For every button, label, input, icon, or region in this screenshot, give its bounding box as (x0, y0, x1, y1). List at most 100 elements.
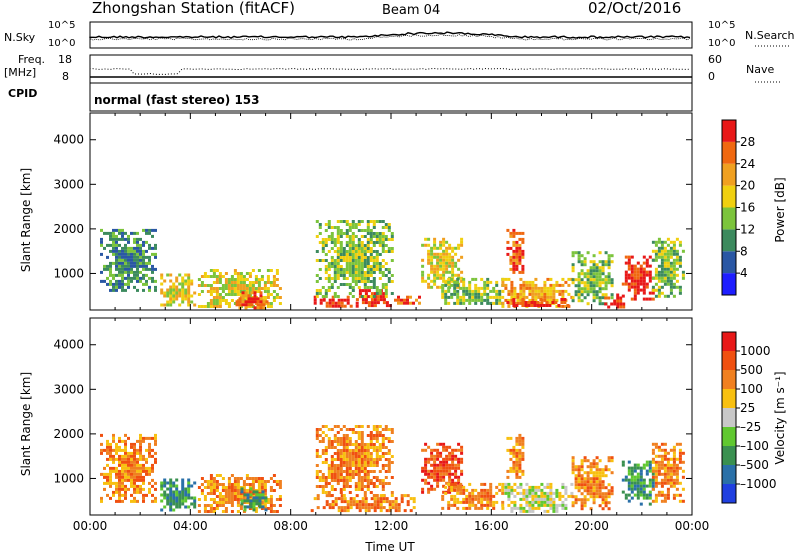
x-tick-label: 08:00 (273, 519, 308, 533)
x-axis-label: Time UT (365, 540, 415, 554)
nave-tick-bottom: 0 (708, 70, 715, 83)
colorbar-segment (722, 332, 736, 351)
power-echo-region (501, 277, 574, 308)
x-tick-label: 00:00 (73, 519, 108, 533)
station-title: Zhongshan Station (fitACF) (92, 0, 296, 17)
velocity-panel: 1000 2000 3000 4000 00:00 04:00 08:00 12:00 16:0… (53, 317, 777, 533)
colorbar-segment (722, 141, 736, 164)
colorbar-tick-label: –1000 (740, 477, 777, 491)
y-tick-label: 2000 (53, 222, 84, 236)
power-echo-region (506, 228, 525, 274)
summary-panels (89, 21, 790, 112)
freq-unit: [MHz] (4, 66, 37, 79)
velocity-echo-region (197, 474, 282, 513)
nsky-panel-frame (89, 21, 693, 49)
colorbar-segment (722, 370, 736, 389)
nave-trace (89, 67, 691, 75)
power-scatter-data (100, 220, 685, 310)
colorbar-segment (722, 207, 736, 230)
y-tick-label: 4000 (53, 133, 84, 147)
y-tick-label: 3000 (53, 382, 84, 396)
colorbar-tick-label: 28 (740, 135, 755, 149)
cpid-label: CPID (8, 87, 38, 100)
colorbar-tick-label: 20 (740, 179, 755, 193)
colorbar-tick-label: 25 (740, 401, 755, 415)
nsearch-tick-bottom: 10^0 (708, 38, 736, 49)
colorbar-tick-label: 16 (740, 201, 755, 215)
colorbar-segment (722, 408, 736, 427)
colorbar-segment (722, 163, 736, 186)
colorbar-segment (722, 427, 736, 446)
power-echo-region (571, 251, 614, 306)
velocity-echo-region (100, 433, 157, 503)
nsearch-label: N.Search (745, 29, 795, 42)
colorbar-tick-label: 12 (740, 222, 755, 236)
freq-tick-top: 18 (58, 53, 72, 66)
velocity-echo-region (621, 460, 655, 506)
power-echo-region (100, 228, 157, 292)
colorbar-segment (722, 229, 736, 252)
colorbar-tick-label: 100 (740, 382, 763, 396)
colorbar-segment (722, 389, 736, 408)
colorbar-segment (722, 446, 736, 465)
power-echo-region (604, 293, 626, 309)
colorbar-segment (722, 465, 736, 484)
y-tick-label: 1000 (53, 471, 84, 485)
y-tick-label: 3000 (53, 177, 84, 191)
velocity-echo-region (571, 456, 614, 511)
nave-label: Nave (746, 63, 775, 76)
power-panel: 1000 2000 3000 4000 4 8 12 16 20 24 28 (53, 112, 755, 311)
colorbar-tick-label: –100 (740, 439, 769, 453)
beam-title: Beam 04 (382, 3, 441, 18)
velocity-echo-region (310, 494, 416, 513)
colorbar-segment (722, 351, 736, 370)
colorbar-tick-label: –500 (740, 458, 769, 472)
power-colorbar: 4 8 12 16 20 24 28 (721, 119, 755, 296)
nave-tick-top: 60 (708, 53, 722, 66)
power-echo-region (235, 291, 269, 310)
power-echo-region (506, 298, 570, 307)
date-title: 02/Oct/2016 (588, 0, 682, 17)
nsky-tick-top: 10^5 (48, 20, 76, 31)
nsearch-trace (89, 33, 691, 41)
nsearch-tick-top: 10^5 (708, 20, 736, 31)
colorbar-tick-label: 4 (740, 266, 748, 280)
x-tick-label: 20:00 (574, 519, 609, 533)
colorbar-segment (722, 251, 736, 274)
velocity-echo-region (315, 425, 394, 497)
x-tick-label: 16:00 (474, 519, 509, 533)
velocity-echo-region (240, 487, 268, 512)
velocity-colorbar: 1000 500 100 25 –25 –100 –500 –1000 (721, 331, 777, 504)
colorbar-frame (721, 331, 737, 504)
velocity-echo-region (651, 442, 685, 503)
colorbar-segment (722, 120, 736, 142)
freq-tick-bottom: 8 (62, 70, 69, 83)
x-tick-label: 12:00 (374, 519, 409, 533)
power-echo-region (315, 220, 394, 298)
x-tick-label: 00:00 (675, 519, 710, 533)
colorbar-tick-label: 8 (740, 244, 748, 258)
y-tick-label: 2000 (53, 427, 84, 441)
velocity-echo-region (506, 433, 525, 479)
nsky-trace (89, 31, 691, 39)
colorbar-segment (722, 484, 736, 503)
velocity-scatter-data (100, 425, 685, 513)
colorbar-tick-label: –25 (740, 420, 761, 434)
colorbar-tick-label: 24 (740, 157, 755, 171)
power-echo-region (160, 273, 197, 307)
velocity-echo-region (160, 478, 197, 512)
nsky-tick-bottom: 10^0 (48, 38, 76, 49)
power-echo-region (651, 237, 685, 298)
colorbar-segment (722, 273, 736, 295)
y-tick-label: 4000 (53, 338, 84, 352)
x-tick-label: 04:00 (173, 519, 208, 533)
cpid-text: normal (fast stereo) 153 (94, 93, 260, 107)
cpid-panel-frame (89, 82, 693, 112)
power-echo-region (394, 295, 421, 305)
velocity-echo-region (501, 482, 574, 513)
freq-label: Freq. (18, 53, 46, 66)
nsky-label: N.Sky (4, 31, 36, 44)
velocity-echo-region (441, 482, 505, 510)
y-tick-label: 1000 (53, 266, 84, 280)
